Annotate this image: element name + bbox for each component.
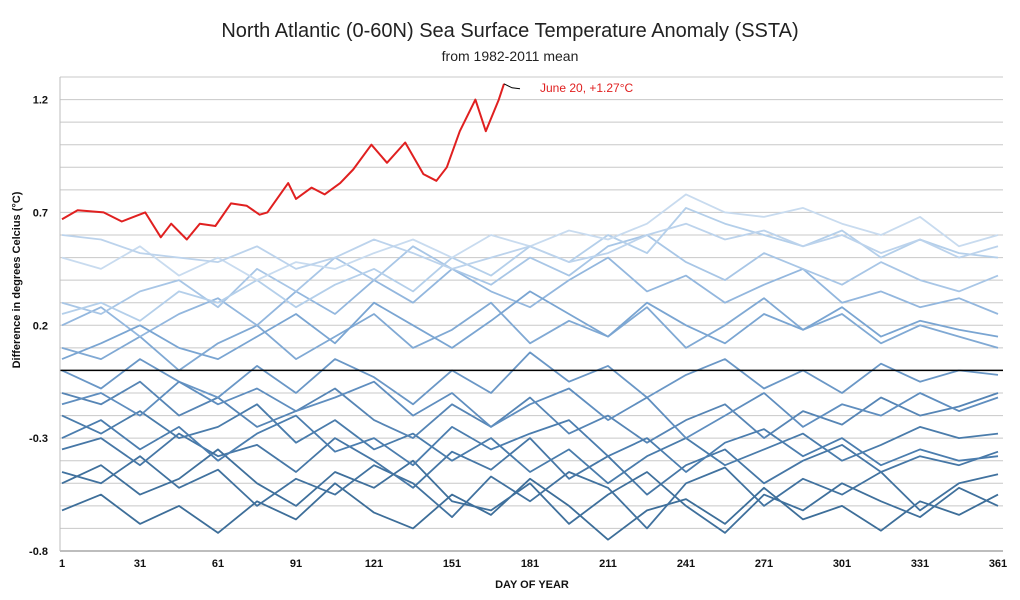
series-line-1 bbox=[61, 477, 999, 541]
series-line-10 bbox=[61, 256, 999, 338]
x-tick-label: 31 bbox=[134, 558, 146, 570]
highlight-series-line bbox=[61, 83, 505, 241]
x-tick-label: 91 bbox=[290, 558, 302, 570]
x-tick-label: 151 bbox=[443, 558, 461, 570]
gridlines bbox=[60, 76, 1003, 552]
series-line-14 bbox=[61, 193, 999, 281]
series-line-15 bbox=[61, 222, 999, 270]
highlight-series bbox=[61, 83, 521, 241]
series-line-9 bbox=[61, 297, 999, 372]
x-tick-labels: 1 31 61 91 121 151 181 211 241 271 301 331 361 bbox=[59, 558, 1007, 570]
x-tick-label: 271 bbox=[755, 558, 773, 570]
y-axis-label: Difference in degrees Celcius (°C) bbox=[11, 191, 23, 368]
x-tick-label: 361 bbox=[989, 558, 1007, 570]
x-tick-label: 181 bbox=[521, 558, 539, 570]
series-line-8 bbox=[61, 351, 999, 406]
series-line-2 bbox=[61, 455, 999, 530]
series-line-12 bbox=[61, 234, 999, 315]
chart-subtitle: from 1982-2011 mean bbox=[441, 48, 579, 64]
series-line-3 bbox=[61, 432, 999, 496]
x-tick-label: 61 bbox=[212, 558, 224, 570]
y-tick-label: -0.8 bbox=[29, 546, 48, 558]
x-axis-label: DAY OF YEAR bbox=[495, 579, 569, 591]
chart-title: North Atlantic (0-60N) Sea Surface Tempe… bbox=[221, 20, 799, 42]
y-tick-labels: 1.2 0.7 0.2 -0.3 -0.8 bbox=[29, 95, 48, 558]
annotation-leader-line bbox=[503, 83, 521, 90]
x-tick-label: 211 bbox=[599, 558, 617, 570]
y-tick-label: 0.2 bbox=[33, 320, 48, 332]
x-tick-label: 121 bbox=[365, 558, 383, 570]
x-tick-label: 1 bbox=[59, 558, 65, 570]
series-line-6 bbox=[61, 448, 999, 534]
highlight-annotation: June 20, +1.27°C bbox=[540, 81, 634, 95]
x-tick-label: 331 bbox=[911, 558, 929, 570]
series-line-16 bbox=[61, 380, 999, 439]
axes bbox=[59, 77, 1003, 552]
y-tick-label: 1.2 bbox=[33, 95, 48, 107]
background-series bbox=[61, 193, 999, 541]
x-tick-label: 241 bbox=[677, 558, 695, 570]
y-tick-label: -0.3 bbox=[29, 433, 48, 445]
series-line-4 bbox=[61, 403, 999, 485]
y-tick-label: 0.7 bbox=[33, 207, 48, 219]
series-line-7 bbox=[61, 414, 999, 473]
x-tick-label: 301 bbox=[833, 558, 851, 570]
series-line-11 bbox=[61, 290, 999, 360]
